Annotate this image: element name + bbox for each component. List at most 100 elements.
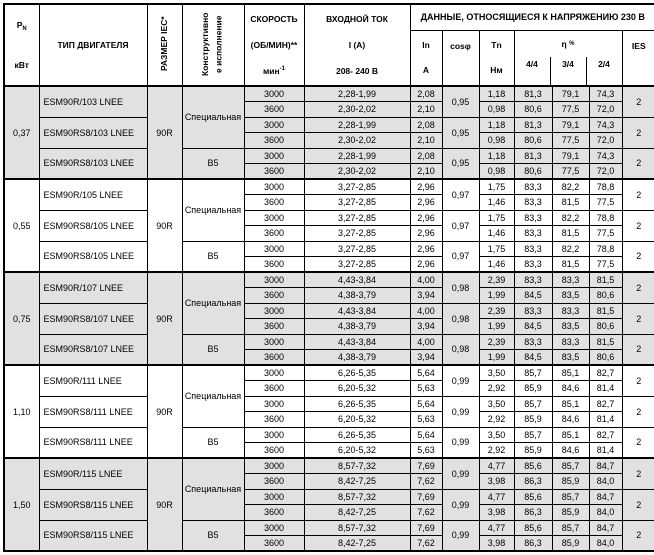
eta-cell-2-4: 74,3 bbox=[588, 147, 623, 164]
cos-phi-cell: 0,99 bbox=[441, 488, 480, 521]
eta-cell-4-4: 85,9 bbox=[513, 380, 553, 397]
eta-cell-3-4: 85,9 bbox=[551, 535, 590, 552]
speed-label-line1: СКОРОСТЬ bbox=[250, 14, 298, 24]
eta-cell-3-4: 81,5 bbox=[551, 256, 590, 273]
in-current-cell: 2,10 bbox=[409, 132, 443, 149]
ies-cell: 2 bbox=[621, 240, 654, 273]
speed-cell: 3000 bbox=[243, 178, 305, 195]
eta-cell-3-4: 81,5 bbox=[551, 194, 590, 211]
in-current-cell: 2,08 bbox=[409, 147, 443, 164]
eta-cell-2-4: 84,7 bbox=[588, 519, 623, 536]
eta-cell-4-4: 85,6 bbox=[513, 519, 553, 536]
input-current-cell: 3,27-2,85 bbox=[303, 240, 411, 257]
in-current-cell: 2,10 bbox=[409, 101, 443, 118]
in-current-cell: 5,64 bbox=[409, 364, 443, 381]
eta-cell-3-4: 85,1 bbox=[551, 426, 590, 443]
ies-cell: 2 bbox=[621, 364, 654, 397]
speed-unit: мин-1 bbox=[263, 66, 285, 76]
speed-cell: 3600 bbox=[243, 411, 305, 428]
tn-cell: 3,50 bbox=[478, 395, 515, 412]
tn-label: Tn bbox=[491, 40, 502, 51]
in-current-cell: 7,69 bbox=[409, 519, 443, 536]
table-row: 0,37 ESM90R/103 LNEE 90R Специальная 3000 2,2… bbox=[3, 85, 654, 180]
speed-label-line2: (ОБ/МИН)** bbox=[250, 40, 298, 50]
eta-cell-2-4: 78,8 bbox=[588, 209, 623, 226]
speed-cell: 3600 bbox=[243, 473, 305, 490]
power-kw-cell: 0,37 bbox=[3, 85, 40, 180]
eta-cell-4-4: 85,7 bbox=[513, 426, 553, 443]
tn-cell: 1,46 bbox=[478, 225, 515, 242]
motor-type-cell: ESM90RS8/107 LNEE bbox=[38, 302, 148, 335]
cos-phi-cell: 0,95 bbox=[441, 85, 480, 118]
eta-cell-3-4: 85,1 bbox=[551, 364, 590, 381]
eta-cell-4-4: 81,3 bbox=[513, 147, 553, 164]
eta-cell-4-4: 83,3 bbox=[513, 271, 553, 288]
table-row: ESM90RS8/105 LNEE 3000 3,27-2,85 2,96 0,97 1,… bbox=[4, 209, 654, 242]
speed-cell: 3000 bbox=[243, 116, 305, 133]
eta-cell-4-4: 86,3 bbox=[513, 535, 553, 552]
in-current-cell: 4,00 bbox=[409, 302, 443, 319]
mounting-cell: B5 bbox=[181, 426, 245, 459]
col-header-motor-type: ТИП ДВИГАТЕЛЯ bbox=[38, 3, 148, 87]
col-header-cos-phi: cosφ bbox=[441, 29, 480, 87]
eta-cell-4-4: 81,3 bbox=[513, 116, 553, 133]
motor-type-cell: ESM90R/105 LNEE bbox=[38, 178, 148, 211]
speed-cell: 3600 bbox=[243, 101, 305, 118]
input-current-cell: 6,26-5,35 bbox=[303, 364, 411, 381]
eta-sub-2-4: 2/4 bbox=[585, 56, 622, 85]
speed-cell: 3600 bbox=[243, 225, 305, 242]
eta-cell-3-4: 85,7 bbox=[551, 488, 590, 505]
eta-cell-3-4: 85,7 bbox=[551, 457, 590, 474]
in-current-cell: 2,96 bbox=[409, 194, 443, 211]
eta-cell-4-4: 86,3 bbox=[513, 473, 553, 490]
power-unit: кВт bbox=[14, 60, 29, 70]
tn-cell: 2,92 bbox=[478, 411, 515, 428]
input-current-cell: 3,27-2,85 bbox=[303, 225, 411, 242]
tn-cell: 4,77 bbox=[478, 519, 515, 536]
eta-label: η % bbox=[561, 38, 575, 49]
eta-cell-4-4: 83,3 bbox=[513, 240, 553, 257]
speed-cell: 3000 bbox=[243, 395, 305, 412]
motor-type-cell: ESM90RS8/105 LNEE bbox=[38, 240, 148, 273]
input-current-cell: 4,38-3,79 bbox=[303, 287, 411, 304]
ies-cell: 2 bbox=[621, 333, 654, 366]
table-row: 3600 8,42-7,25 7,62 3,98 86,3 85,9 84,0 bbox=[4, 535, 654, 552]
motor-type-cell: ESM90RS8/115 LNEE bbox=[38, 519, 148, 552]
tn-cell: 3,50 bbox=[478, 364, 515, 381]
speed-cell: 3600 bbox=[243, 535, 305, 552]
eta-cell-3-4: 79,1 bbox=[551, 147, 590, 164]
eta-cell-3-4: 82,2 bbox=[551, 178, 590, 195]
eta-cell-2-4: 81,5 bbox=[588, 333, 623, 350]
table-row: ESM90RS8/115 LNEE B5 3000 8,57-7,32 7,69 0,99… bbox=[4, 519, 654, 552]
in-current-cell: 4,00 bbox=[409, 271, 443, 288]
col-header-iec-size: РАЗМЕР IEC* bbox=[146, 3, 183, 87]
eta-cell-3-4: 77,5 bbox=[551, 101, 590, 118]
eta-cell-4-4: 81,3 bbox=[513, 85, 553, 102]
in-current-cell: 2,96 bbox=[409, 178, 443, 195]
cos-phi-cell: 0,95 bbox=[441, 116, 480, 149]
eta-cell-2-4: 78,8 bbox=[588, 178, 623, 195]
tn-cell: 1,99 bbox=[478, 287, 515, 304]
eta-cell-2-4: 80,6 bbox=[588, 349, 623, 366]
tn-cell: 4,77 bbox=[478, 488, 515, 505]
motor-type-cell: ESM90RS8/111 LNEE bbox=[38, 426, 148, 459]
input-current-cell: 6,20-5,32 bbox=[303, 411, 411, 428]
ies-cell: 2 bbox=[621, 271, 654, 304]
table-row: 3600 3,27-2,85 2,96 1,46 83,3 81,5 77,5 bbox=[4, 194, 654, 211]
table-row: ESM90RS8/111 LNEE 3000 6,26-5,35 5,64 0,99 3,… bbox=[4, 395, 654, 428]
tn-cell: 0,98 bbox=[478, 163, 515, 180]
eta-cell-2-4: 84,7 bbox=[588, 488, 623, 505]
in-current-cell: 3,94 bbox=[409, 349, 443, 366]
in-current-cell: 5,63 bbox=[409, 380, 443, 397]
col-header-tn: Tn Нм bbox=[478, 29, 515, 87]
table-row: ESM90RS8/115 LNEE 3000 8,57-7,32 7,69 0,99 4,… bbox=[4, 488, 654, 521]
eta-cell-4-4: 83,3 bbox=[513, 194, 553, 211]
power-kw-cell: 1,10 bbox=[3, 364, 40, 459]
input-current-cell: 3,27-2,85 bbox=[303, 178, 411, 195]
mounting-cell: B5 bbox=[181, 240, 245, 273]
eta-cell-3-4: 84,6 bbox=[551, 411, 590, 428]
in-current-cell: 3,94 bbox=[409, 287, 443, 304]
table-row: 3600 4,38-3,79 3,94 1,99 84,5 83,5 80,6 bbox=[4, 318, 654, 335]
ies-cell: 2 bbox=[621, 519, 654, 552]
tn-cell: 1,99 bbox=[478, 349, 515, 366]
